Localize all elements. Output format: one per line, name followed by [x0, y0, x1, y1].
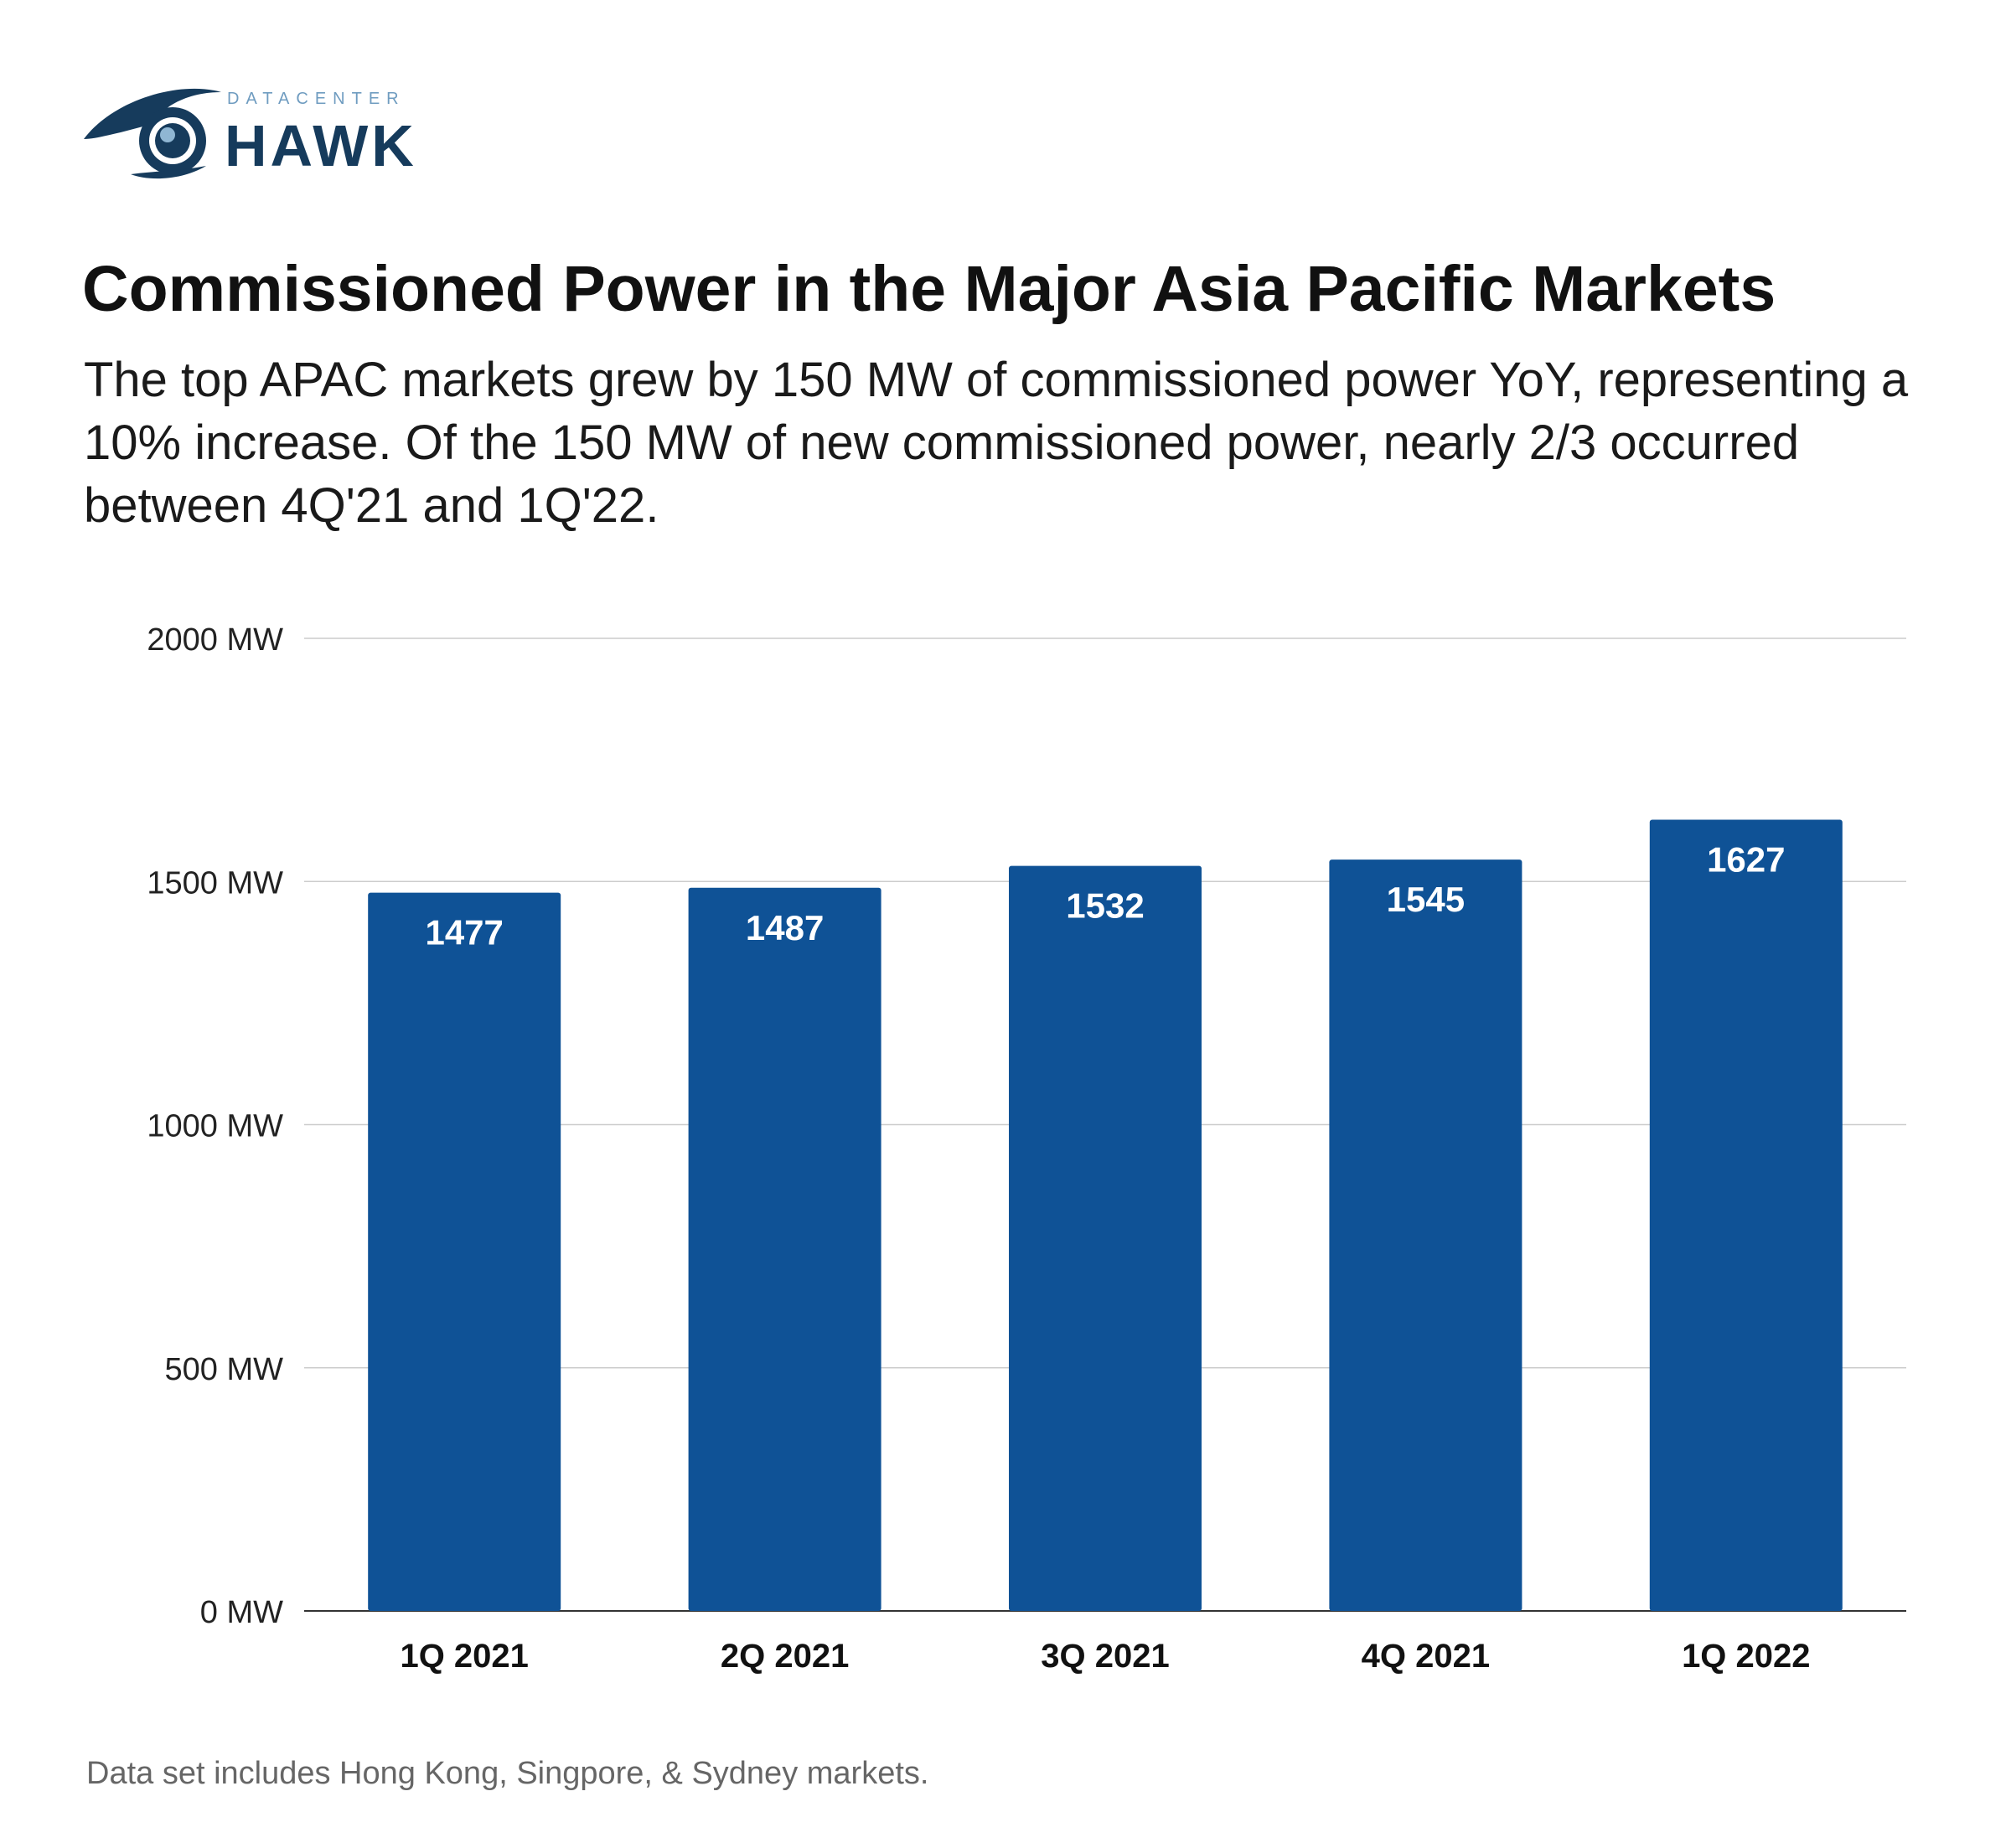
bar-value-label: 1532 [1066, 886, 1144, 926]
y-axis-ticks: 0 MW 500 MW 1000 MW 1500 MW 2000 MW [147, 622, 283, 1630]
x-tick-label: 1Q 2022 [1682, 1638, 1810, 1675]
y-tick-label: 1000 MW [147, 1109, 283, 1144]
hawk-eye-icon: DATACENTER HAWK [84, 88, 417, 179]
bar [1009, 865, 1202, 1611]
bar-value-label: 1627 [1707, 840, 1785, 880]
y-tick-label: 2000 MW [147, 622, 283, 658]
logo-main-text: HAWK [225, 113, 417, 178]
bar-value-labels: 1477 1487 1532 1545 1627 [425, 840, 1785, 952]
chart-title: Commissioned Power in the Major Asia Pac… [82, 253, 1776, 325]
bar-value-label: 1477 [425, 913, 503, 952]
x-tick-label: 3Q 2021 [1041, 1638, 1169, 1675]
bar [688, 887, 881, 1611]
footnote: Data set includes Hong Kong, Singpore, &… [86, 1756, 929, 1791]
y-tick-label: 500 MW [165, 1352, 284, 1387]
bar-value-label: 1545 [1387, 880, 1465, 919]
x-tick-label: 1Q 2021 [400, 1638, 528, 1675]
bar [368, 892, 561, 1611]
x-axis-ticks: 1Q 2021 2Q 2021 3Q 2021 4Q 2021 1Q 2022 [400, 1638, 1810, 1675]
x-tick-label: 4Q 2021 [1362, 1638, 1490, 1675]
datacenter-hawk-logo: DATACENTER HAWK [80, 80, 466, 181]
bars [368, 819, 1843, 1611]
y-tick-label: 0 MW [200, 1595, 283, 1630]
x-tick-label: 2Q 2021 [721, 1638, 849, 1675]
bar [1329, 859, 1522, 1611]
logo-top-text: DATACENTER [227, 90, 406, 108]
y-tick-label: 1500 MW [147, 865, 283, 901]
bar-value-label: 1487 [746, 908, 824, 947]
chart-subtitle: The top APAC markets grew by 150 MW of c… [84, 353, 1909, 533]
bar [1649, 819, 1843, 1611]
